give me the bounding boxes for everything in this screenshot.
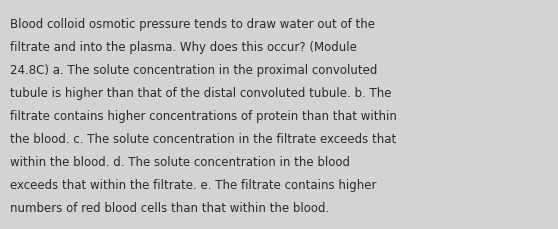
Text: within the blood. d. The solute concentration in the blood: within the blood. d. The solute concentr… xyxy=(10,155,350,168)
Text: filtrate contains higher concentrations of protein than that within: filtrate contains higher concentrations … xyxy=(10,109,397,123)
Text: filtrate and into the plasma. Why does this occur? (Module: filtrate and into the plasma. Why does t… xyxy=(10,41,357,54)
Text: numbers of red blood cells than that within the blood.: numbers of red blood cells than that wit… xyxy=(10,201,329,214)
Text: the blood. c. The solute concentration in the filtrate exceeds that: the blood. c. The solute concentration i… xyxy=(10,132,396,145)
Text: Blood colloid osmotic pressure tends to draw water out of the: Blood colloid osmotic pressure tends to … xyxy=(10,18,375,31)
Text: tubule is higher than that of the distal convoluted tubule. b. The: tubule is higher than that of the distal… xyxy=(10,87,392,100)
Text: 24.8C) a. The solute concentration in the proximal convoluted: 24.8C) a. The solute concentration in th… xyxy=(10,64,377,77)
Text: exceeds that within the filtrate. e. The filtrate contains higher: exceeds that within the filtrate. e. The… xyxy=(10,178,377,191)
